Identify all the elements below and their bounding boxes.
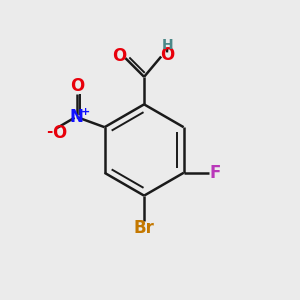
Text: +: + (80, 107, 90, 117)
Text: F: F (209, 164, 221, 182)
Text: H: H (162, 38, 173, 52)
Text: O: O (52, 124, 66, 142)
Text: -: - (46, 124, 52, 139)
Text: O: O (70, 77, 84, 95)
Text: Br: Br (134, 219, 154, 237)
Text: O: O (112, 47, 126, 65)
Text: N: N (70, 108, 84, 126)
Text: O: O (160, 46, 174, 64)
